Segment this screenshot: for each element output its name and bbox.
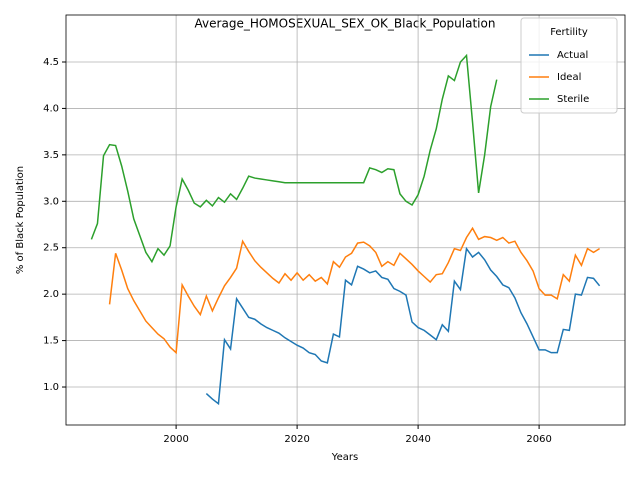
x-tick-label: 2060 [526, 434, 551, 445]
y-axis-label: % of Black Population [15, 166, 26, 274]
y-tick-label: 1.5 [43, 336, 59, 347]
y-tick-label: 4.0 [43, 103, 59, 114]
y-tick-label: 3.0 [43, 196, 59, 207]
series-line [90, 53, 498, 264]
x-axis-label: Years [331, 452, 358, 463]
y-tick-label: 2.0 [43, 289, 59, 300]
chart-title: Average_HOMOSEXUAL_SEX_OK_Black_Populati… [195, 17, 496, 31]
legend-title: Fertility [550, 27, 588, 38]
y-tick-label: 2.5 [43, 243, 59, 254]
legend-label: Ideal [557, 72, 581, 83]
x-tick-label: 2020 [284, 434, 309, 445]
legend-label: Sterile [557, 94, 589, 105]
x-tick-label: 2000 [163, 434, 188, 445]
series-line [205, 246, 601, 406]
legend-label: Actual [557, 50, 588, 61]
y-tick-label: 3.5 [43, 150, 59, 161]
series-line [108, 226, 600, 355]
plot-frame [65, 14, 626, 426]
y-tick-label: 1.0 [43, 382, 59, 393]
y-tick-label: 4.5 [43, 57, 59, 68]
x-tick-label: 2040 [405, 434, 430, 445]
legend-box [520, 17, 618, 114]
